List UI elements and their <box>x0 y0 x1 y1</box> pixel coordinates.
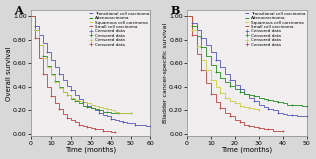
X-axis label: Time (months): Time (months) <box>221 147 272 153</box>
X-axis label: Time (months): Time (months) <box>65 147 116 153</box>
Legend: Transitional cell carcinoma, Adenocarcinoma, Squamous cell carcinoma, Small cell: Transitional cell carcinoma, Adenocarcin… <box>245 11 306 47</box>
Legend: Transitional cell carcinoma, Adenocarcinoma, Squamous cell carcinoma, Small cell: Transitional cell carcinoma, Adenocarcin… <box>88 11 149 47</box>
Y-axis label: Overall survival: Overall survival <box>6 46 12 101</box>
Text: A: A <box>14 5 23 16</box>
Text: B: B <box>170 5 179 16</box>
Y-axis label: Bladder cancer-specific survival: Bladder cancer-specific survival <box>163 23 168 124</box>
